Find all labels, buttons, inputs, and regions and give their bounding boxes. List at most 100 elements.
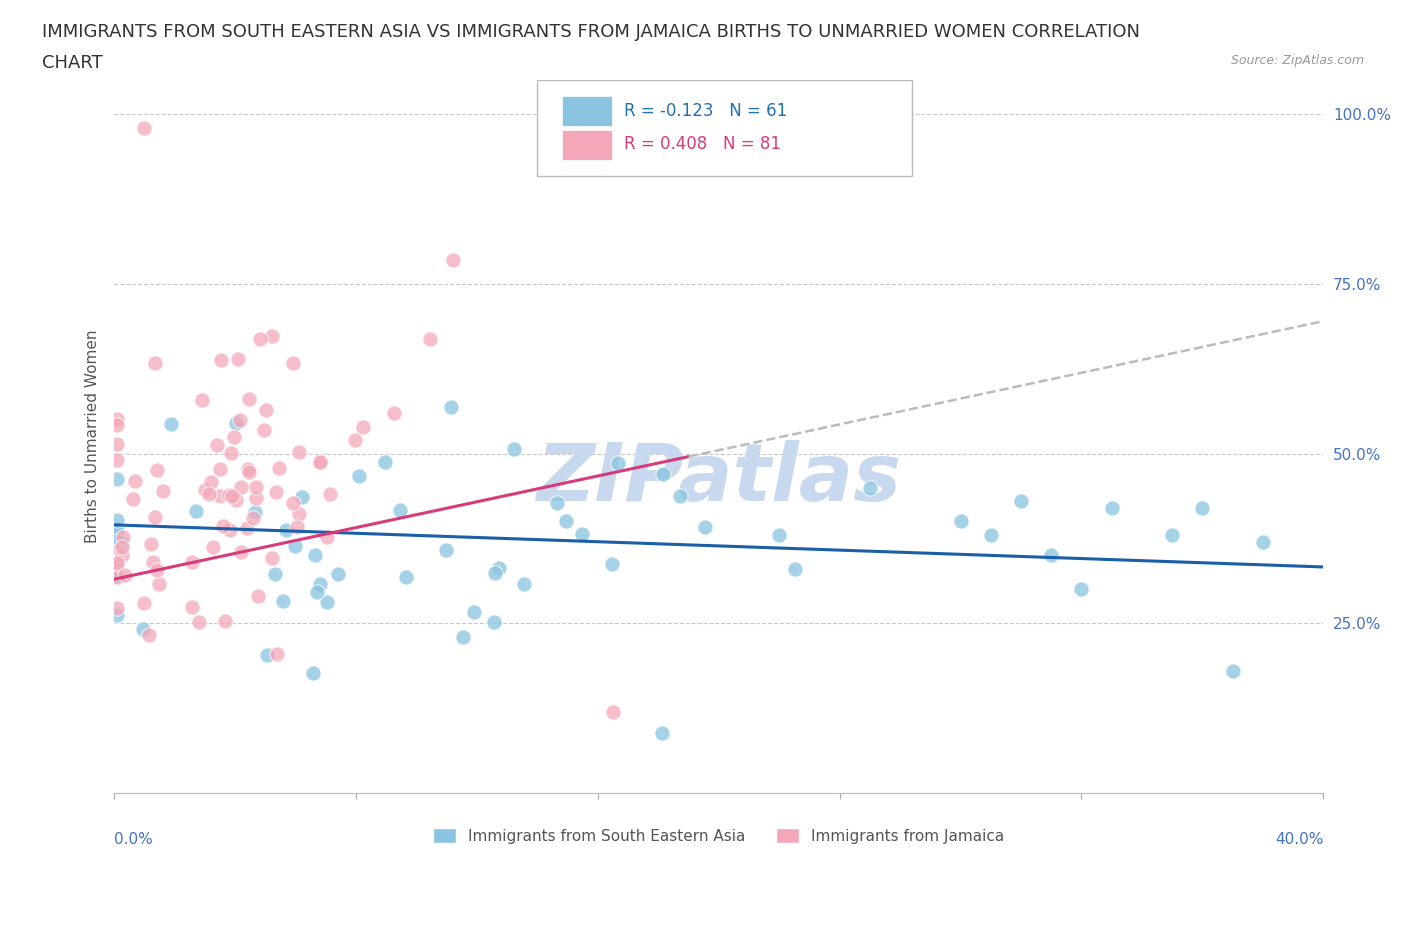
Point bbox=[105, 543, 128, 558]
Point bbox=[284, 538, 307, 553]
Point bbox=[482, 615, 505, 630]
Point bbox=[181, 599, 204, 614]
Text: 0.0%: 0.0% bbox=[114, 832, 153, 847]
Point bbox=[308, 577, 330, 591]
Point bbox=[502, 441, 524, 456]
Point bbox=[214, 613, 236, 628]
Point bbox=[191, 392, 214, 407]
Point bbox=[105, 557, 128, 572]
Point bbox=[105, 601, 128, 616]
Point bbox=[308, 455, 330, 470]
Point bbox=[225, 493, 247, 508]
Point bbox=[105, 568, 128, 583]
Point bbox=[484, 565, 506, 580]
Point bbox=[768, 527, 790, 542]
Point bbox=[202, 539, 225, 554]
Point bbox=[555, 513, 578, 528]
Point bbox=[382, 405, 405, 420]
Point bbox=[146, 563, 169, 578]
Point bbox=[105, 513, 128, 528]
Point bbox=[1191, 500, 1213, 515]
Point bbox=[188, 614, 211, 629]
Point bbox=[451, 630, 474, 644]
Point bbox=[1161, 527, 1184, 542]
Point bbox=[105, 556, 128, 571]
Point bbox=[352, 419, 374, 434]
Point bbox=[395, 569, 418, 584]
Point bbox=[122, 492, 145, 507]
Point bbox=[105, 534, 128, 549]
Point bbox=[326, 566, 349, 581]
Point bbox=[434, 542, 457, 557]
Y-axis label: Births to Unmarried Women: Births to Unmarried Women bbox=[86, 330, 100, 543]
Text: R = 0.408   N = 81: R = 0.408 N = 81 bbox=[624, 135, 782, 153]
Point bbox=[260, 328, 283, 343]
Point bbox=[111, 548, 134, 563]
Point bbox=[142, 554, 165, 569]
Point bbox=[105, 525, 128, 539]
Point bbox=[198, 486, 221, 501]
Point bbox=[949, 514, 972, 529]
Point bbox=[1010, 494, 1032, 509]
Point bbox=[205, 438, 228, 453]
Point bbox=[148, 577, 170, 591]
Point bbox=[607, 455, 630, 470]
Point bbox=[419, 331, 441, 346]
Point bbox=[105, 522, 128, 537]
Point bbox=[160, 417, 183, 432]
Point bbox=[141, 537, 163, 551]
Point bbox=[316, 595, 339, 610]
Point bbox=[253, 422, 276, 437]
Point bbox=[181, 554, 204, 569]
Point bbox=[274, 523, 297, 538]
Point bbox=[105, 411, 128, 426]
Point bbox=[266, 485, 288, 499]
Point bbox=[184, 504, 207, 519]
Point bbox=[229, 413, 252, 428]
Point bbox=[285, 520, 308, 535]
Point bbox=[200, 474, 222, 489]
Point bbox=[229, 479, 252, 494]
Text: ZIPatlas: ZIPatlas bbox=[536, 441, 901, 518]
Point bbox=[226, 352, 249, 366]
Point bbox=[219, 445, 242, 460]
Point bbox=[236, 520, 259, 535]
Point bbox=[246, 589, 269, 604]
Point bbox=[218, 487, 240, 502]
Point bbox=[1251, 535, 1274, 550]
Point bbox=[441, 253, 464, 268]
Point bbox=[309, 455, 332, 470]
Point bbox=[669, 489, 692, 504]
FancyBboxPatch shape bbox=[561, 130, 613, 160]
Point bbox=[1101, 500, 1123, 515]
Point bbox=[651, 725, 673, 740]
Point bbox=[281, 495, 304, 510]
Point bbox=[347, 469, 370, 484]
Point bbox=[256, 647, 278, 662]
Point bbox=[1040, 548, 1063, 563]
Text: 40.0%: 40.0% bbox=[1275, 832, 1323, 847]
Text: CHART: CHART bbox=[42, 54, 103, 72]
Point bbox=[152, 484, 174, 498]
Text: Source: ZipAtlas.com: Source: ZipAtlas.com bbox=[1230, 54, 1364, 67]
Point bbox=[291, 490, 314, 505]
Text: R = -0.123   N = 61: R = -0.123 N = 61 bbox=[624, 101, 787, 120]
Point bbox=[388, 503, 411, 518]
Point bbox=[245, 505, 267, 520]
Point bbox=[105, 532, 128, 547]
Point bbox=[271, 594, 294, 609]
Point bbox=[488, 561, 510, 576]
Point bbox=[112, 529, 135, 544]
Point bbox=[785, 562, 807, 577]
Point bbox=[211, 353, 233, 368]
Point bbox=[463, 604, 485, 619]
Point bbox=[132, 596, 155, 611]
Point bbox=[134, 120, 156, 135]
Point bbox=[111, 539, 134, 554]
Point bbox=[138, 628, 160, 643]
Point bbox=[208, 461, 231, 476]
Point bbox=[124, 473, 146, 488]
Legend: Immigrants from South Eastern Asia, Immigrants from Jamaica: Immigrants from South Eastern Asia, Immi… bbox=[427, 821, 1011, 850]
Point bbox=[245, 491, 267, 506]
Point bbox=[512, 576, 534, 591]
